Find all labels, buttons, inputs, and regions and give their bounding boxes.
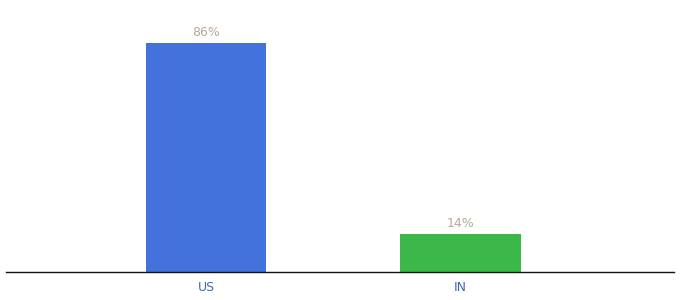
Bar [401,235,521,272]
Text: 14%: 14% [447,218,474,230]
Bar [146,43,267,272]
Text: 86%: 86% [192,26,220,39]
